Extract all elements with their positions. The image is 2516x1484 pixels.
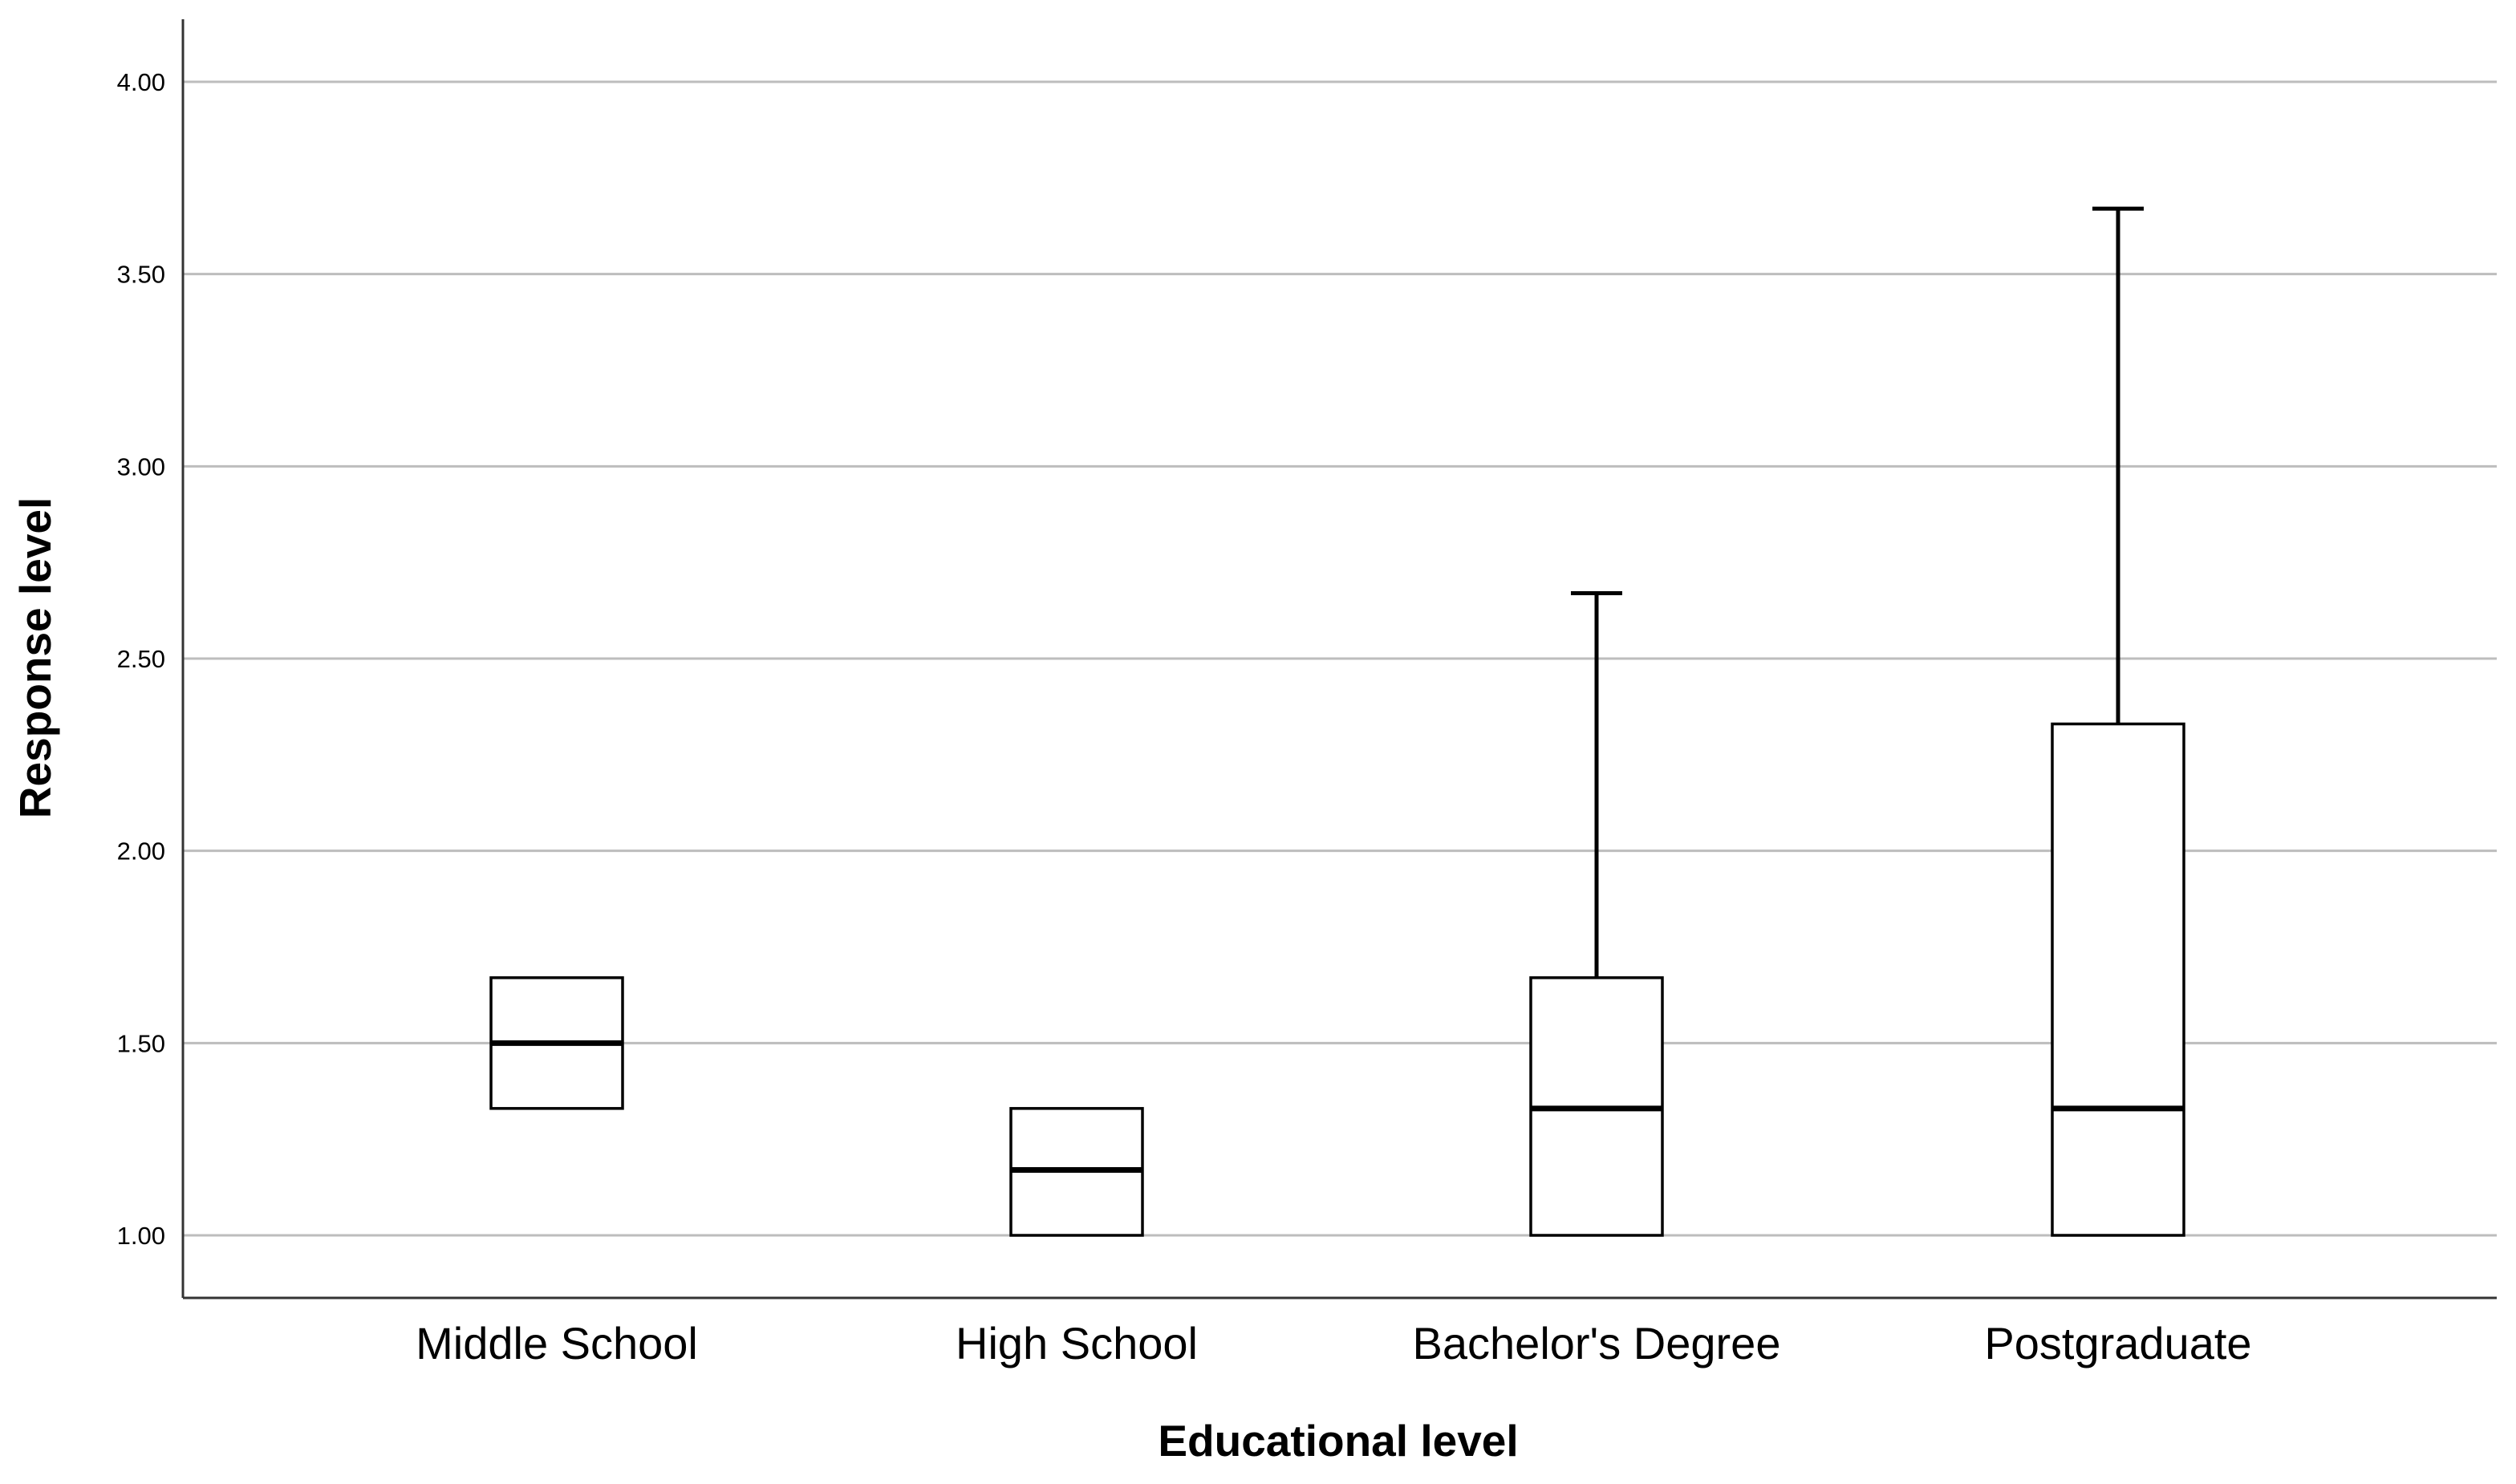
box-group — [1529, 591, 1664, 1237]
y-tick-label: 2.50 — [117, 645, 165, 673]
y-tick-label: 4.00 — [117, 68, 165, 96]
x-tick-label: Bachelor's Degree — [1413, 1318, 1781, 1368]
box-group — [2051, 206, 2185, 1237]
x-tick-label: Middle School — [416, 1318, 698, 1368]
box-group — [1009, 1107, 1144, 1237]
y-tick-label: 2.00 — [117, 837, 165, 866]
labels: 1.00 1.50 2.00 2.50 3.00 3.50 4.00 Middle Schoo… — [117, 68, 2252, 1368]
x-axis-title: Educational level — [1158, 1416, 1518, 1466]
y-axis-title: Response level — [10, 497, 60, 818]
y-tick-label: 3.00 — [117, 452, 165, 480]
boxes — [489, 206, 2185, 1237]
box — [2051, 722, 2185, 1237]
x-tick-label: Postgraduate — [1984, 1318, 2251, 1368]
y-tick-label: 1.00 — [117, 1222, 165, 1250]
box-group — [489, 976, 624, 1110]
y-tick-label: 3.50 — [117, 261, 165, 289]
axes — [181, 19, 2497, 1300]
x-tick-label: High School — [956, 1318, 1198, 1368]
y-tick-label: 1.50 — [117, 1029, 165, 1057]
